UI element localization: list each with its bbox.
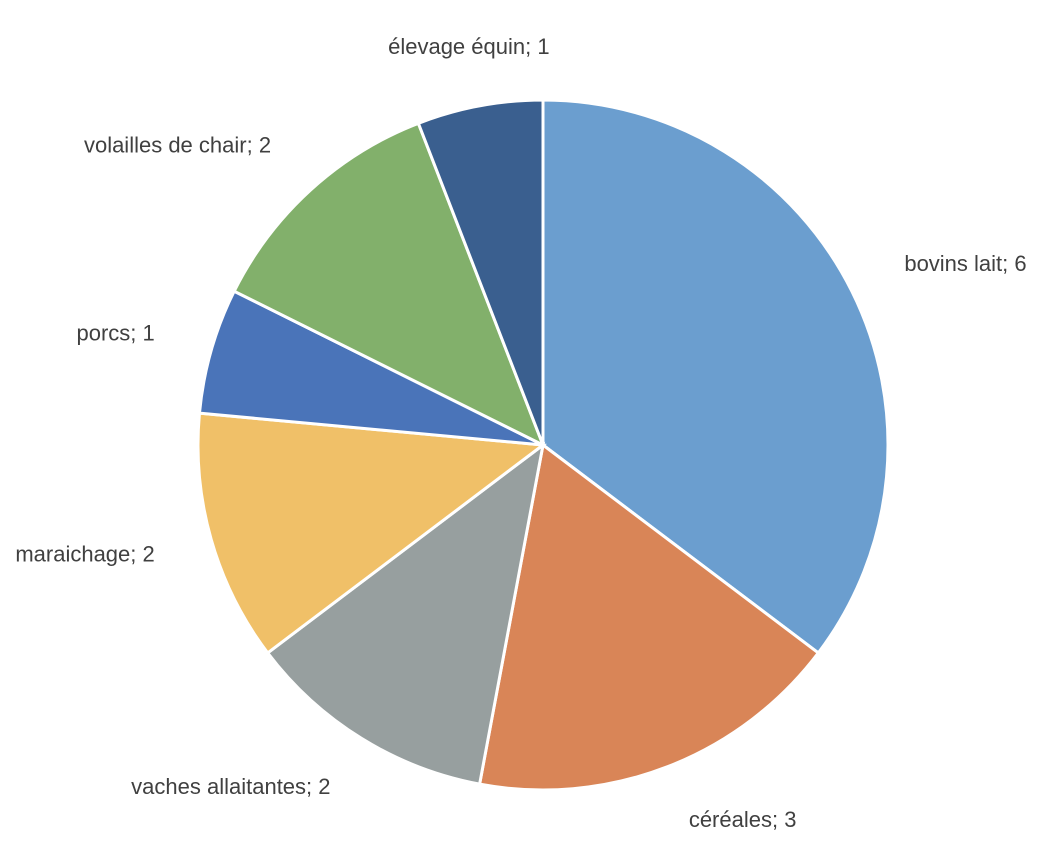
pie-slice [541,98,890,656]
data-label: maraichage; 2 [15,541,154,566]
pie-slice [416,98,545,446]
data-label: céréales; 3 [689,807,797,832]
data-label: bovins lait; 6 [904,251,1026,276]
pie-slice [477,442,821,792]
pie-slice [265,441,546,786]
data-label: vaches allaitantes; 2 [131,774,330,799]
data-label: volailles de chair; 2 [84,133,271,158]
data-label: porcs; 1 [76,320,154,345]
pie-slice [197,289,544,447]
pie-slice [232,121,546,449]
pie-slice [196,411,547,656]
data-label: élevage équin; 1 [388,34,549,59]
